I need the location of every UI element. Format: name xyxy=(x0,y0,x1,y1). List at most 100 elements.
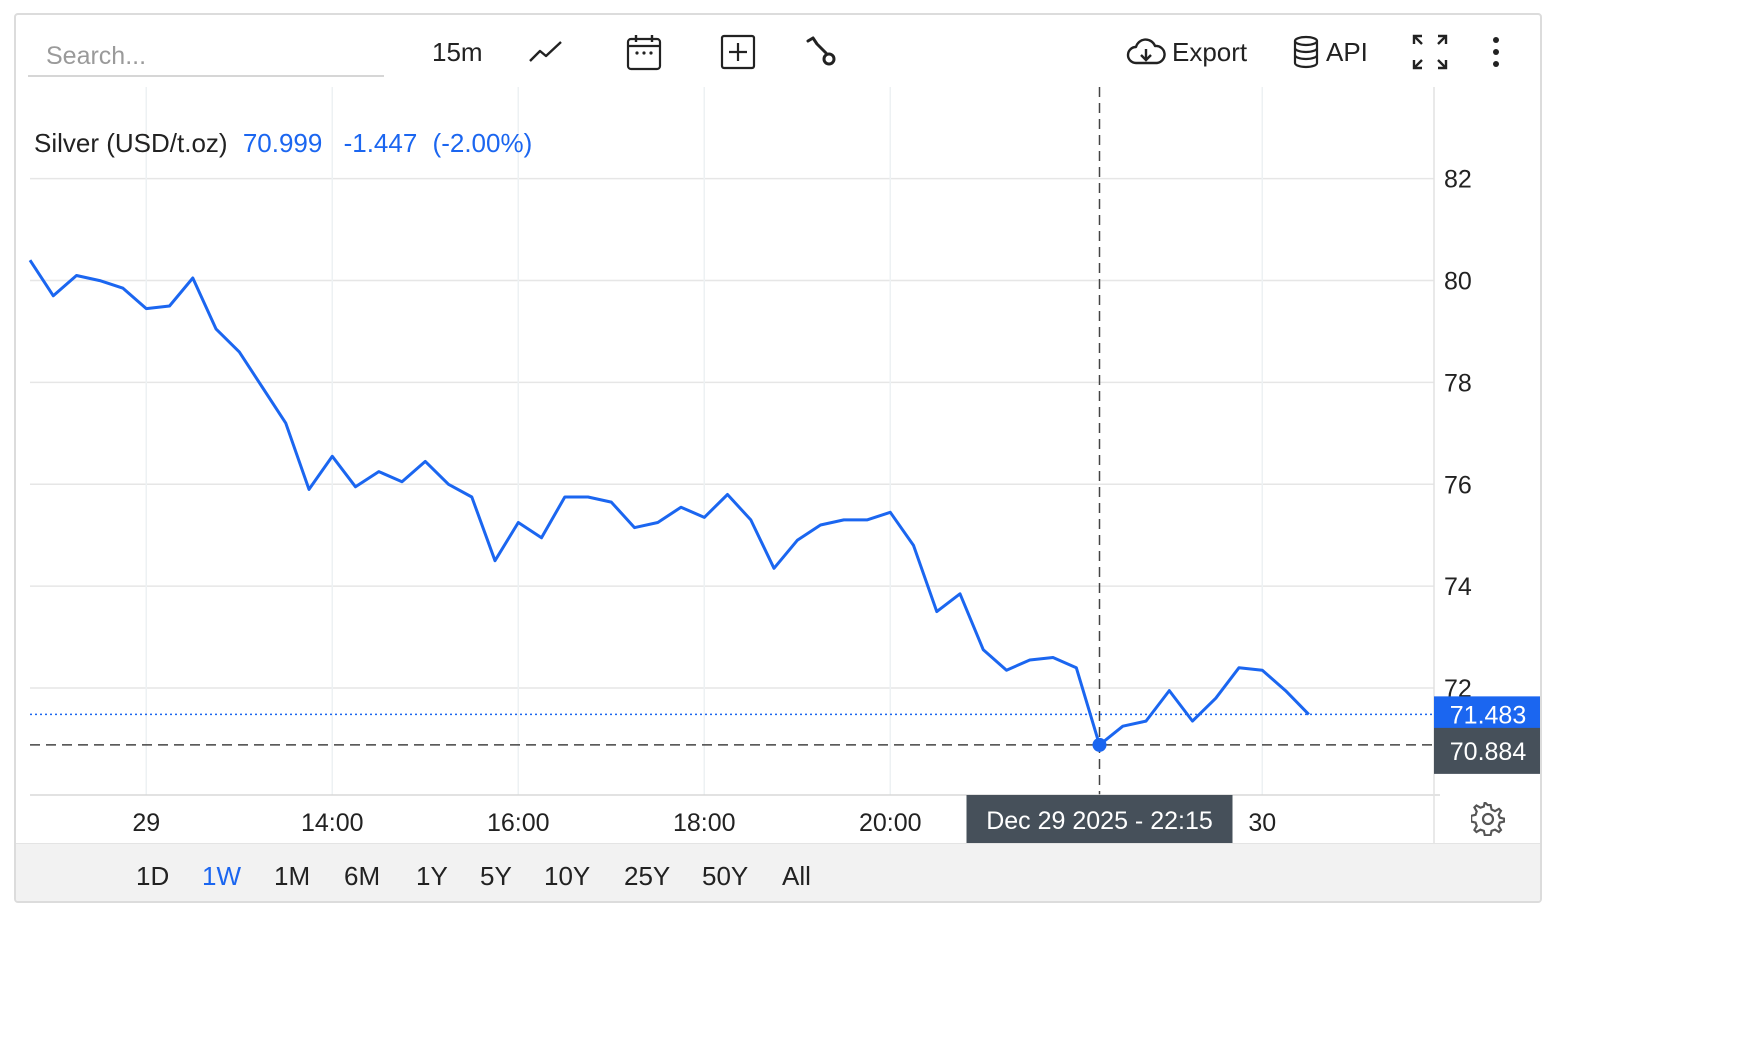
crosshair-date-label-bg xyxy=(966,795,1233,843)
data-point[interactable] xyxy=(1001,664,1013,676)
tools-button[interactable] xyxy=(804,29,838,75)
range-button-5y[interactable]: 5Y xyxy=(480,861,512,891)
data-point[interactable] xyxy=(326,450,338,462)
data-point[interactable] xyxy=(443,478,455,490)
data-point[interactable] xyxy=(629,522,641,534)
data-point[interactable] xyxy=(187,272,199,284)
interval-selector[interactable]: 15m xyxy=(432,29,483,75)
data-point[interactable] xyxy=(280,417,292,429)
data-point[interactable] xyxy=(745,514,757,526)
x-tick-label: 16:00 xyxy=(487,809,550,837)
data-point[interactable] xyxy=(350,481,362,493)
data-point[interactable] xyxy=(698,511,710,523)
data-point[interactable] xyxy=(559,491,571,503)
data-point[interactable] xyxy=(47,290,59,302)
add-indicator-button[interactable] xyxy=(720,29,756,75)
data-point[interactable] xyxy=(140,303,152,315)
series-layer xyxy=(24,254,1315,752)
last-price-label: 71.483 xyxy=(1450,701,1526,729)
data-point[interactable] xyxy=(257,382,269,394)
data-point[interactable] xyxy=(1303,708,1315,720)
silver-price-line xyxy=(28,259,1310,747)
data-point[interactable] xyxy=(94,275,106,287)
cloud-download-icon xyxy=(1126,38,1166,65)
data-point[interactable] xyxy=(884,506,896,518)
range-button-6m[interactable]: 6M xyxy=(344,861,381,891)
data-point[interactable] xyxy=(652,516,664,528)
data-point[interactable] xyxy=(233,346,245,358)
export-button[interactable]: Export xyxy=(1126,29,1247,75)
range-button-10y[interactable]: 10Y xyxy=(544,861,591,891)
chart-widget: 15m xyxy=(14,13,1542,903)
data-point[interactable] xyxy=(791,534,803,546)
data-point[interactable] xyxy=(722,488,734,500)
data-point[interactable] xyxy=(977,644,989,656)
data-point[interactable] xyxy=(396,476,408,488)
more-vertical-icon xyxy=(1493,37,1499,67)
range-button-1w[interactable]: 1W xyxy=(202,861,241,891)
data-point[interactable] xyxy=(861,514,873,526)
series-legend: Silver (USD/t.oz) 70.999 -1.447 (-2.00%) xyxy=(34,128,532,158)
data-point[interactable] xyxy=(768,562,780,574)
export-label: Export xyxy=(1172,36,1248,67)
data-point[interactable] xyxy=(1256,664,1268,676)
y-tick-label: 76 xyxy=(1444,471,1472,499)
api-button[interactable]: API xyxy=(1292,29,1368,75)
legend-change: -1.447 xyxy=(344,128,418,158)
range-button-1y[interactable]: 1Y xyxy=(416,861,448,891)
x-tick-label: 29 xyxy=(132,809,160,837)
data-point[interactable] xyxy=(1187,715,1199,727)
data-point[interactable] xyxy=(536,532,548,544)
data-point[interactable] xyxy=(117,282,129,294)
data-point[interactable] xyxy=(1024,654,1036,666)
crosshair-date-label: Dec 29 2025 - 22:15 xyxy=(986,807,1213,835)
data-point[interactable] xyxy=(1163,685,1175,697)
data-point[interactable] xyxy=(1280,685,1292,697)
data-point[interactable] xyxy=(303,483,315,495)
database-icon xyxy=(1293,35,1319,69)
data-point[interactable] xyxy=(210,323,222,335)
data-point[interactable] xyxy=(1047,651,1059,663)
data-point[interactable] xyxy=(373,466,385,478)
data-point[interactable] xyxy=(419,455,431,467)
data-point[interactable] xyxy=(466,491,478,503)
data-point[interactable] xyxy=(1140,715,1152,727)
range-button-1m[interactable]: 1M xyxy=(274,861,311,891)
interval-label: 15m xyxy=(432,36,483,67)
data-point[interactable] xyxy=(675,501,687,513)
legend-name: Silver (USD/t.oz) xyxy=(34,128,228,158)
data-point[interactable] xyxy=(71,269,83,281)
line-chart-icon xyxy=(529,41,562,62)
range-button-1d[interactable]: 1D xyxy=(136,861,170,891)
data-point[interactable] xyxy=(605,496,617,508)
data-point[interactable] xyxy=(1117,720,1129,732)
data-point[interactable] xyxy=(1233,662,1245,674)
x-tick-label: 30 xyxy=(1248,809,1276,837)
more-options-button[interactable] xyxy=(1490,29,1502,75)
settings-gear-icon[interactable] xyxy=(1471,802,1505,836)
data-point[interactable] xyxy=(582,491,594,503)
range-button-all[interactable]: All xyxy=(782,861,811,891)
fullscreen-button[interactable] xyxy=(1412,29,1448,75)
crosshair-value-label: 70.884 xyxy=(1450,738,1527,766)
data-point[interactable] xyxy=(838,514,850,526)
data-point[interactable] xyxy=(164,300,176,312)
data-point[interactable] xyxy=(815,519,827,531)
legend-change-pct: (-2.00%) xyxy=(433,128,533,158)
data-point[interactable] xyxy=(512,516,524,528)
data-point[interactable] xyxy=(24,254,36,266)
data-point[interactable] xyxy=(1210,692,1222,704)
range-button-25y[interactable]: 25Y xyxy=(624,861,671,891)
range-button-50y[interactable]: 50Y xyxy=(702,861,749,891)
data-point[interactable] xyxy=(931,606,943,618)
last-price-label-bg xyxy=(1434,696,1540,733)
data-point[interactable] xyxy=(1070,662,1082,674)
data-point[interactable] xyxy=(908,539,920,551)
search-input[interactable] xyxy=(28,37,384,77)
date-range-button[interactable] xyxy=(626,29,662,75)
data-point[interactable] xyxy=(954,588,966,600)
chart-type-button[interactable] xyxy=(528,29,564,75)
data-point[interactable] xyxy=(489,555,501,567)
